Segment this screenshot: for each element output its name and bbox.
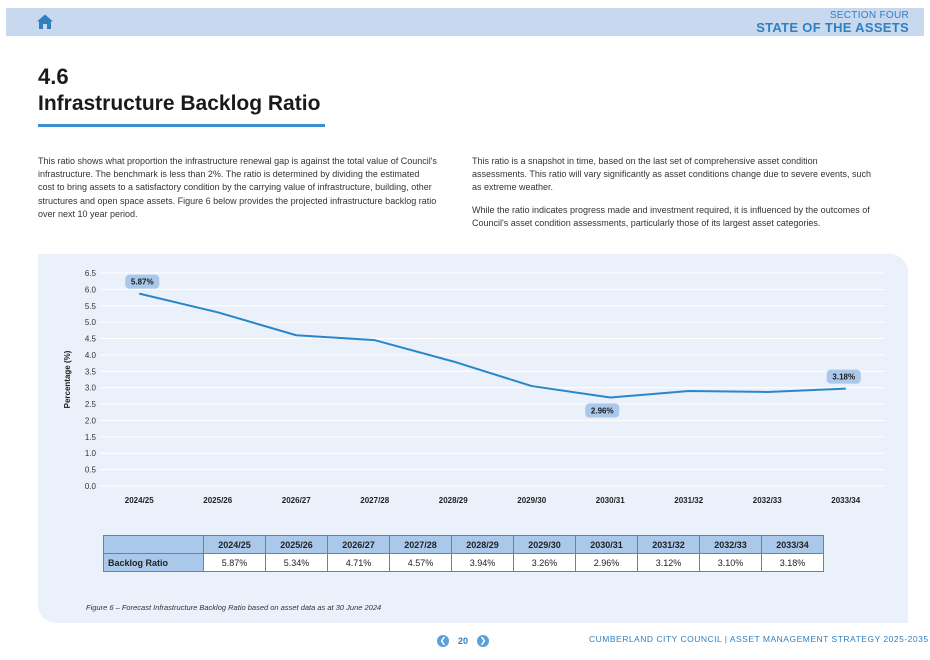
table-header-cell: 2032/33 xyxy=(699,535,762,554)
influence-paragraph: While the ratio indicates progress made … xyxy=(472,205,870,229)
data-label: 5.87% xyxy=(131,278,154,287)
x-tick-label: 2026/27 xyxy=(282,496,311,505)
table-cell: 5.87% xyxy=(203,553,266,572)
table-header-cell: 2031/32 xyxy=(637,535,700,554)
table-cell: 3.18% xyxy=(761,553,824,572)
table-cell: 5.34% xyxy=(265,553,328,572)
data-label-background xyxy=(125,274,160,289)
y-tick-label: 2.0 xyxy=(85,416,97,425)
y-tick-label: 1.5 xyxy=(85,433,97,442)
table-cell: 4.71% xyxy=(327,553,390,572)
y-tick-label: 1.0 xyxy=(85,449,97,458)
x-tick-label: 2025/26 xyxy=(203,496,232,505)
table-header-cell: 2028/29 xyxy=(451,535,514,554)
data-label-background xyxy=(826,369,861,384)
backlog-ratio-table: 2024/25 2025/26 2026/27 2027/28 2028/29 … xyxy=(103,535,824,572)
y-tick-label: 0.5 xyxy=(85,466,97,475)
x-tick-label: 2033/34 xyxy=(831,496,860,505)
x-tick-label: 2032/33 xyxy=(753,496,782,505)
y-tick-label: 4.5 xyxy=(85,335,97,344)
footer-document-title: CUMBERLAND CITY COUNCIL | ASSET MANAGEME… xyxy=(589,634,929,644)
y-axis-label: Percentage (%) xyxy=(63,350,72,408)
heading-underline xyxy=(38,124,325,127)
table-header-cell: 2026/27 xyxy=(327,535,390,554)
x-tick-label: 2030/31 xyxy=(596,496,625,505)
y-tick-label: 6.5 xyxy=(85,269,97,278)
top-banner xyxy=(6,8,924,36)
table-cell: 2.96% xyxy=(575,553,638,572)
table-row: Backlog Ratio 5.87% 5.34% 4.71% 4.57% 3.… xyxy=(103,553,824,572)
y-tick-label: 4.0 xyxy=(85,351,97,360)
table-header-cell: 2025/26 xyxy=(265,535,328,554)
table-cell: 3.26% xyxy=(513,553,576,572)
figure-caption: Figure 6 – Forecast Infrastructure Backl… xyxy=(86,603,382,612)
snapshot-paragraph: This ratio is a snapshot in time, based … xyxy=(472,156,872,193)
line-chart: 0.0 0.5 1.0 1.5 2.0 2.5 3.0 3.5 4.0 4.5 5.0 5.5 6.0 6… xyxy=(63,269,885,505)
y-tick-label: 3.5 xyxy=(85,367,97,376)
section-title: STATE OF THE ASSETS xyxy=(756,20,909,35)
table-cell: 3.10% xyxy=(699,553,762,572)
chevron-right-icon[interactable]: ❯ xyxy=(477,635,490,647)
y-tick-label: 5.5 xyxy=(85,302,97,311)
pagination: ❮ 20 ❯ xyxy=(437,634,490,648)
table-cell: 3.94% xyxy=(451,553,514,572)
section-label: SECTION FOUR xyxy=(829,10,909,21)
data-label: 2.96% xyxy=(591,407,614,416)
table-header-cell: 2024/25 xyxy=(203,535,266,554)
section-number: 4.6 xyxy=(38,64,69,89)
page-number: 20 xyxy=(458,636,469,646)
y-tick-label: 0.0 xyxy=(85,482,97,491)
y-tick-label: 6.0 xyxy=(85,285,97,294)
data-label-background xyxy=(585,403,620,418)
y-tick-label: 3.0 xyxy=(85,384,97,393)
table-header-cell: 2029/30 xyxy=(513,535,576,554)
table-header-cell: 2033/34 xyxy=(761,535,824,554)
x-tick-label: 2027/28 xyxy=(360,496,389,505)
table-corner-cell xyxy=(103,535,204,554)
table-cell: 3.12% xyxy=(637,553,700,572)
x-tick-label: 2028/29 xyxy=(439,496,468,505)
table-header-cell: 2027/28 xyxy=(389,535,452,554)
table-header-cell: 2030/31 xyxy=(575,535,638,554)
table-cell: 4.57% xyxy=(389,553,452,572)
series-line xyxy=(139,292,846,399)
y-tick-label: 2.5 xyxy=(85,400,97,409)
y-tick-label: 5.0 xyxy=(85,318,97,327)
table-header-row: 2024/25 2025/26 2026/27 2027/28 2028/29 … xyxy=(103,535,824,554)
data-label: 3.18% xyxy=(832,373,855,382)
x-tick-label: 2031/32 xyxy=(674,496,703,505)
chevron-left-icon[interactable]: ❮ xyxy=(437,635,449,647)
page-title: Infrastructure Backlog Ratio xyxy=(38,92,321,115)
home-icon[interactable] xyxy=(36,13,54,31)
x-tick-label: 2024/25 xyxy=(125,496,154,505)
table-row-label: Backlog Ratio xyxy=(103,553,204,572)
x-tick-label: 2029/30 xyxy=(517,496,546,505)
intro-paragraph: This ratio shows what proportion the inf… xyxy=(38,156,437,219)
